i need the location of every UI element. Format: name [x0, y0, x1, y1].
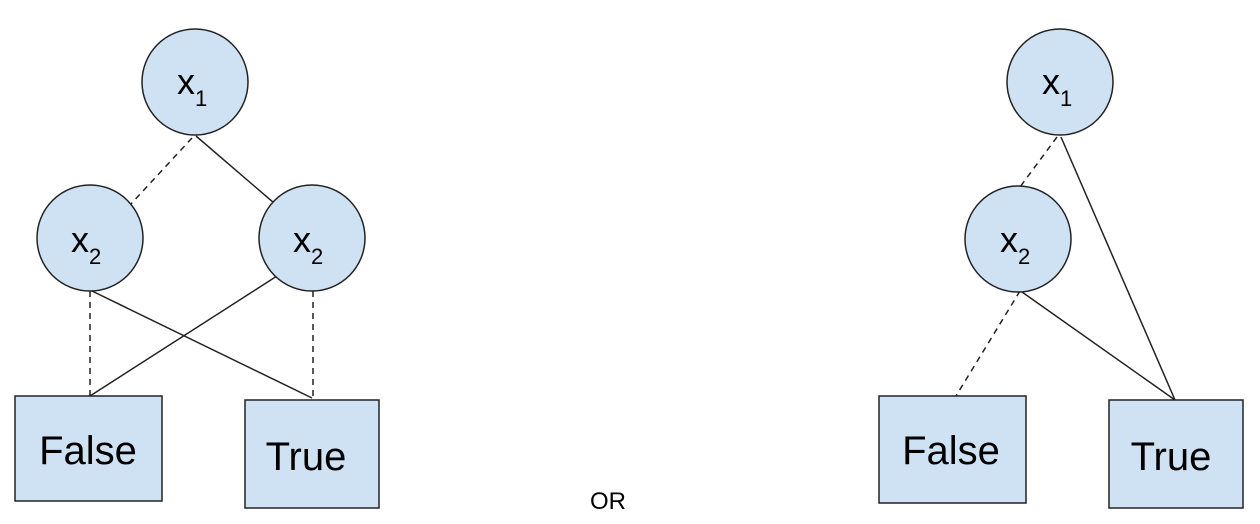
left-low-child-var: x: [71, 219, 89, 260]
right-edge-x2-to-false-low: [955, 290, 1021, 397]
svg-text:x1: x1: [177, 61, 207, 111]
left-low-child-sub: 2: [89, 244, 101, 269]
left-high-child-node: x2: [258, 184, 366, 292]
left-true-leaf: True: [244, 399, 380, 509]
svg-text:x2: x2: [71, 219, 101, 269]
right-bdd: x1 x2 False True: [878, 28, 1244, 509]
left-edge-x1-to-left-x2-low: [129, 137, 193, 206]
right-root-node: x1: [1006, 28, 1114, 136]
right-root-sub: 1: [1060, 86, 1072, 111]
right-child-var: x: [1000, 219, 1018, 260]
or-separator: OR: [590, 488, 626, 515]
svg-text:x2: x2: [293, 219, 323, 269]
left-edge-x1-to-right-x2-high: [195, 135, 275, 204]
left-edge-right-x2-to-false-high: [89, 275, 278, 397]
left-false-label: False: [39, 429, 137, 473]
left-root-sub: 1: [195, 86, 207, 111]
svg-text:x2: x2: [1000, 219, 1030, 269]
right-true-leaf: True: [1108, 399, 1244, 509]
right-edge-x1-to-true-high: [1060, 136, 1176, 401]
right-edge-x1-to-x2-low: [1019, 136, 1058, 188]
left-root-node: x1: [141, 28, 249, 136]
left-false-leaf: False: [14, 395, 163, 502]
svg-text:x1: x1: [1042, 61, 1072, 111]
right-edge-x2-to-true-high: [1021, 291, 1176, 401]
left-high-child-sub: 2: [311, 244, 323, 269]
left-bdd: x1 x2 x2 False True: [14, 28, 380, 509]
left-true-label: True: [266, 435, 347, 479]
right-root-var: x: [1042, 61, 1060, 102]
right-child-node: x2: [964, 185, 1072, 293]
right-false-leaf: False: [878, 395, 1027, 504]
left-root-var: x: [177, 61, 195, 102]
right-true-label: True: [1131, 435, 1212, 479]
right-false-label: False: [902, 429, 1000, 473]
right-child-sub: 2: [1018, 244, 1030, 269]
left-high-child-var: x: [293, 219, 311, 260]
left-edge-left-x2-to-true-high: [91, 290, 313, 399]
left-low-child-node: x2: [36, 184, 144, 292]
